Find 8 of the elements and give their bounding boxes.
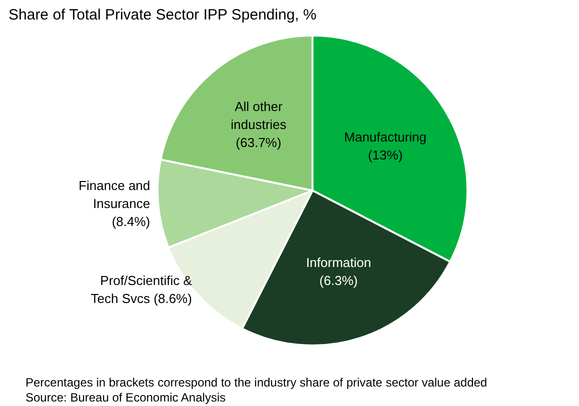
slice-label: Finance and Insurance (8.4%) (78, 178, 150, 229)
slice-label: Manufacturing (13%) (344, 130, 427, 163)
source-note: Source: Bureau of Economic Analysis (26, 390, 226, 404)
slice-label: All other industries (63.7%) (230, 98, 287, 150)
slice-label: Prof/Scientific & Tech Svcs (8.6%) (90, 273, 192, 306)
chart-title: Share of Total Private Sector IPP Spending, % (8, 6, 316, 24)
slice-label: Information (6.3%) (306, 255, 372, 288)
text: Percentages in brackets correspond to the industry share of private sector value added (26, 376, 488, 390)
